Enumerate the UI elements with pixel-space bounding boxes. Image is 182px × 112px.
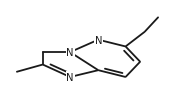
Text: N: N: [94, 35, 102, 45]
Text: N: N: [66, 72, 74, 82]
Text: N: N: [66, 48, 74, 58]
